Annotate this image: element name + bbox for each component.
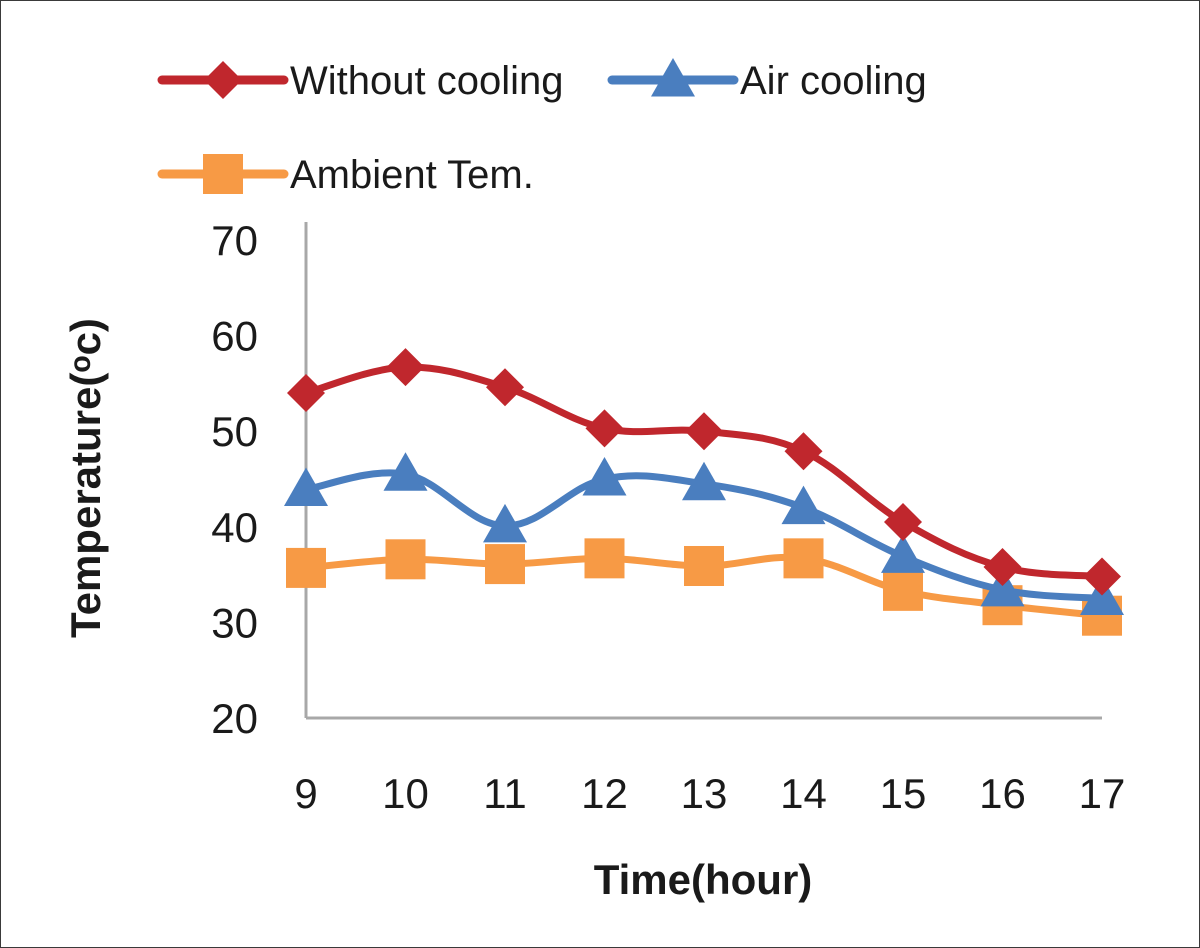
y-tick-label: 30 <box>211 599 258 646</box>
legend-marker <box>651 58 695 97</box>
y-tick-label: 70 <box>211 217 258 264</box>
data-point <box>485 544 525 585</box>
data-point <box>1083 557 1121 596</box>
data-point <box>584 538 625 579</box>
data-point <box>881 534 925 573</box>
series-diamond <box>287 348 1121 596</box>
y-tick-label: 40 <box>211 504 258 551</box>
data-point <box>883 570 923 611</box>
data-point <box>980 567 1025 607</box>
legend-label: Without cooling <box>290 59 563 103</box>
y-tick-labels: 70 60 50 40 30 20 <box>211 217 258 742</box>
series-layer <box>284 348 1124 636</box>
data-point <box>383 452 428 491</box>
legend-label: Ambient Tem. <box>290 153 534 197</box>
y-axis-title: Temperature(ᵒc) <box>62 318 109 638</box>
y-tick-label: 50 <box>211 408 258 455</box>
legend-item: Air cooling <box>607 58 927 103</box>
legend: Without cooling Air cooling Ambient Tem. <box>157 58 927 197</box>
data-point <box>585 409 624 448</box>
x-tick-label: 17 <box>1079 770 1126 817</box>
data-point <box>682 461 726 501</box>
data-point <box>284 467 328 507</box>
data-point <box>884 503 922 542</box>
y-tick-label: 60 <box>211 313 258 360</box>
legend-item: Ambient Tem. <box>157 153 534 197</box>
x-tick-label: 16 <box>979 770 1026 817</box>
series-triangle <box>284 452 1124 615</box>
data-point <box>287 373 325 412</box>
data-point <box>684 545 724 586</box>
data-point <box>582 457 627 496</box>
data-point <box>486 368 524 407</box>
legend-label: Air cooling <box>740 59 927 103</box>
y-tick-label: 20 <box>211 695 258 742</box>
legend-item: Without cooling <box>157 59 563 103</box>
data-point <box>1080 576 1124 615</box>
x-axis-title: Time(hour) <box>594 856 813 903</box>
data-point <box>784 432 823 471</box>
data-point <box>685 412 723 451</box>
x-tick-label: 15 <box>880 770 927 817</box>
x-tick-label: 9 <box>294 770 317 817</box>
x-tick-label: 11 <box>483 770 527 817</box>
data-point <box>983 547 1022 586</box>
data-point <box>386 348 425 387</box>
x-tick-labels: 9 10 11 12 13 14 15 16 17 <box>294 770 1125 817</box>
data-point <box>783 538 824 579</box>
data-point <box>385 539 426 580</box>
data-point <box>483 503 527 543</box>
series-square <box>286 538 1122 636</box>
data-point <box>781 485 826 525</box>
x-tick-label: 14 <box>780 770 827 817</box>
legend-marker <box>203 154 243 194</box>
x-tick-label: 13 <box>681 770 728 817</box>
x-tick-label: 12 <box>581 770 628 817</box>
x-tick-label: 10 <box>382 770 429 817</box>
legend-marker <box>204 61 242 99</box>
data-point <box>286 547 326 588</box>
